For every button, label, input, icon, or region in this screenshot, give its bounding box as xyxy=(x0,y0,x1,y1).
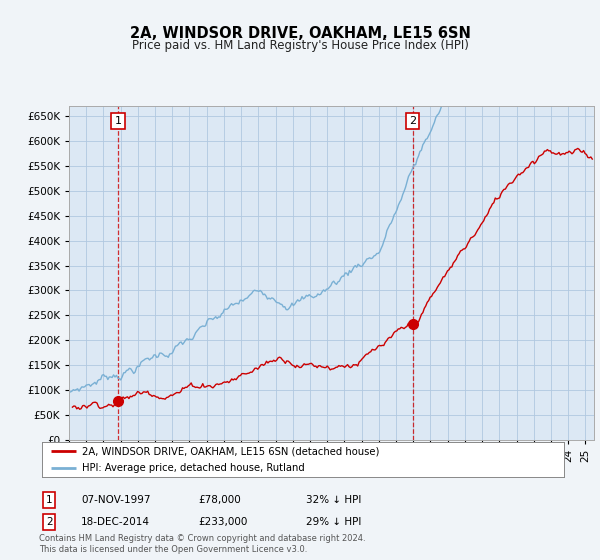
Text: Price paid vs. HM Land Registry's House Price Index (HPI): Price paid vs. HM Land Registry's House … xyxy=(131,39,469,53)
Text: HPI: Average price, detached house, Rutland: HPI: Average price, detached house, Rutl… xyxy=(82,463,305,473)
Text: 1: 1 xyxy=(46,495,53,505)
Text: 07-NOV-1997: 07-NOV-1997 xyxy=(81,495,151,505)
Text: 2: 2 xyxy=(409,116,416,126)
Text: 18-DEC-2014: 18-DEC-2014 xyxy=(81,517,150,527)
Text: £78,000: £78,000 xyxy=(198,495,241,505)
Text: £233,000: £233,000 xyxy=(198,517,247,527)
Text: 2A, WINDSOR DRIVE, OAKHAM, LE15 6SN (detached house): 2A, WINDSOR DRIVE, OAKHAM, LE15 6SN (det… xyxy=(82,446,380,456)
Text: Contains HM Land Registry data © Crown copyright and database right 2024.
This d: Contains HM Land Registry data © Crown c… xyxy=(39,534,365,554)
Text: 2: 2 xyxy=(46,517,53,527)
Text: 29% ↓ HPI: 29% ↓ HPI xyxy=(306,517,361,527)
Text: 2A, WINDSOR DRIVE, OAKHAM, LE15 6SN: 2A, WINDSOR DRIVE, OAKHAM, LE15 6SN xyxy=(130,26,470,41)
Text: 1: 1 xyxy=(115,116,122,126)
Text: 32% ↓ HPI: 32% ↓ HPI xyxy=(306,495,361,505)
